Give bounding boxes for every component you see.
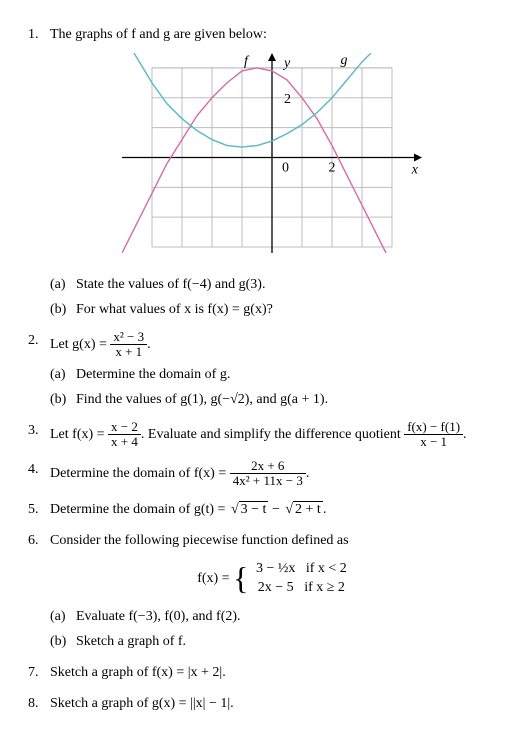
p5-sqrt2: 2 + t: [283, 499, 322, 520]
p3-frac1-d: x + 4: [108, 435, 141, 449]
p4-tail: .: [306, 466, 310, 481]
p6-a-label: (a): [50, 606, 76, 627]
p6-case1: 3 − ½x if x < 2: [256, 559, 347, 579]
p2-line: Let g(x) = x² − 3 x + 1 .: [50, 330, 494, 360]
p5-minus: −: [268, 502, 283, 517]
p8-body: Sketch a graph of g(x) = ||x| − 1|.: [50, 693, 494, 714]
svg-text:x: x: [411, 162, 419, 177]
p6-case2: 2x − 5 if x ≥ 2: [256, 578, 347, 598]
p6-number: 6.: [28, 530, 50, 652]
p3-tail: .: [463, 427, 467, 442]
p5-tail: .: [323, 502, 327, 517]
p1-a: (a) State the values of f(−4) and g(3).: [50, 274, 494, 295]
p5-lead: Determine the domain of g(t) =: [50, 502, 229, 517]
p6-case2-cond: if x ≥ 2: [304, 580, 345, 595]
p4-frac-n: 2x + 6: [230, 459, 306, 474]
p2-a-label: (a): [50, 364, 76, 385]
p2-frac: x² − 3 x + 1: [110, 330, 147, 360]
p6-case2-expr: 2x − 5: [258, 580, 294, 595]
svg-text:g: g: [341, 53, 348, 68]
p6-intro: Consider the following piecewise functio…: [50, 530, 494, 551]
p3-frac1: x − 2 x + 4: [108, 420, 141, 450]
p4-body: Determine the domain of f(x) = 2x + 6 4x…: [50, 459, 494, 489]
p2-tail: .: [147, 337, 151, 352]
p6-piecewise: f(x) = { 3 − ½x if x < 2 2x − 5 if x ≥ 2: [50, 559, 494, 598]
p5-rad1: 3 − t: [239, 501, 269, 517]
p1-number: 1.: [28, 24, 50, 320]
p2-b-label: (b): [50, 389, 76, 410]
p6-b-label: (b): [50, 631, 76, 652]
p4-frac: 2x + 6 4x² + 11x − 3: [230, 459, 306, 489]
p3-frac1-n: x − 2: [108, 420, 141, 435]
svg-text:f: f: [244, 54, 250, 69]
svg-text:y: y: [282, 56, 291, 71]
p7-body: Sketch a graph of f(x) = |x + 2|.: [50, 662, 494, 683]
p1-chart-wrap: y x 0 2 2 f g: [50, 53, 494, 260]
brace-icon: {: [233, 566, 248, 592]
p1-b-text: For what values of x is f(x) = g(x)?: [76, 299, 494, 320]
svg-text:2: 2: [284, 92, 291, 107]
p4-number: 4.: [28, 459, 50, 489]
problem-4: 4. Determine the domain of f(x) = 2x + 6…: [28, 459, 494, 489]
p6-body: Consider the following piecewise functio…: [50, 530, 494, 652]
p6-case1-expr: 3 − ½x: [256, 561, 295, 576]
p3-number: 3.: [28, 420, 50, 450]
problem-7: 7. Sketch a graph of f(x) = |x + 2|.: [28, 662, 494, 683]
p2-body: Let g(x) = x² − 3 x + 1 . (a) Determine …: [50, 330, 494, 410]
p3-mid: . Evaluate and simplify the difference q…: [141, 427, 404, 442]
p3-body: Let f(x) = x − 2 x + 4 . Evaluate and si…: [50, 420, 494, 450]
problem-2: 2. Let g(x) = x² − 3 x + 1 . (a) Determi…: [28, 330, 494, 410]
p4-lead: Determine the domain of f(x) =: [50, 466, 230, 481]
p6-fx: f(x) =: [197, 571, 233, 586]
p1-b: (b) For what values of x is f(x) = g(x)?: [50, 299, 494, 320]
p2-b: (b) Find the values of g(1), g(−√2), and…: [50, 389, 494, 410]
p1-b-label: (b): [50, 299, 76, 320]
p1-intro: The graphs of f and g are given below:: [50, 24, 494, 45]
p1-body: The graphs of f and g are given below: y…: [50, 24, 494, 320]
p7-number: 7.: [28, 662, 50, 683]
p6-a-text: Evaluate f(−3), f(0), and f(2).: [76, 606, 494, 627]
p5-body: Determine the domain of g(t) = 3 − t − 2…: [50, 499, 494, 520]
p1-a-label: (a): [50, 274, 76, 295]
p2-lead: Let g(x) =: [50, 337, 110, 352]
problem-5: 5. Determine the domain of g(t) = 3 − t …: [28, 499, 494, 520]
problem-1: 1. The graphs of f and g are given below…: [28, 24, 494, 320]
p2-b-text: Find the values of g(1), g(−√2), and g(a…: [76, 389, 494, 410]
p6-b-text: Sketch a graph of f.: [76, 631, 494, 652]
p6-cases: 3 − ½x if x < 2 2x − 5 if x ≥ 2: [256, 559, 347, 598]
p5-number: 5.: [28, 499, 50, 520]
problem-3: 3. Let f(x) = x − 2 x + 4 . Evaluate and…: [28, 420, 494, 450]
p3-frac2-n: f(x) − f(1): [404, 420, 463, 435]
svg-text:0: 0: [282, 160, 289, 175]
p3-lead: Let f(x) =: [50, 427, 108, 442]
p2-frac-d: x + 1: [110, 345, 147, 359]
p1-a-text: State the values of f(−4) and g(3).: [76, 274, 494, 295]
p6-b: (b) Sketch a graph of f.: [50, 631, 494, 652]
svg-text:2: 2: [329, 160, 336, 175]
problem-6: 6. Consider the following piecewise func…: [28, 530, 494, 652]
p2-a-text: Determine the domain of g.: [76, 364, 494, 385]
p3-frac2: f(x) − f(1) x − 1: [404, 420, 463, 450]
p1-chart: y x 0 2 2 f g: [122, 53, 422, 253]
p8-number: 8.: [28, 693, 50, 714]
p5-sqrt1: 3 − t: [229, 499, 268, 520]
p6-case1-cond: if x < 2: [306, 561, 347, 576]
p2-a: (a) Determine the domain of g.: [50, 364, 494, 385]
p2-frac-n: x² − 3: [110, 330, 147, 345]
problem-8: 8. Sketch a graph of g(x) = ||x| − 1|.: [28, 693, 494, 714]
p4-frac-d: 4x² + 11x − 3: [230, 474, 306, 488]
p5-rad2: 2 + t: [293, 501, 323, 517]
p3-frac2-d: x − 1: [404, 435, 463, 449]
p2-number: 2.: [28, 330, 50, 410]
p6-a: (a) Evaluate f(−3), f(0), and f(2).: [50, 606, 494, 627]
